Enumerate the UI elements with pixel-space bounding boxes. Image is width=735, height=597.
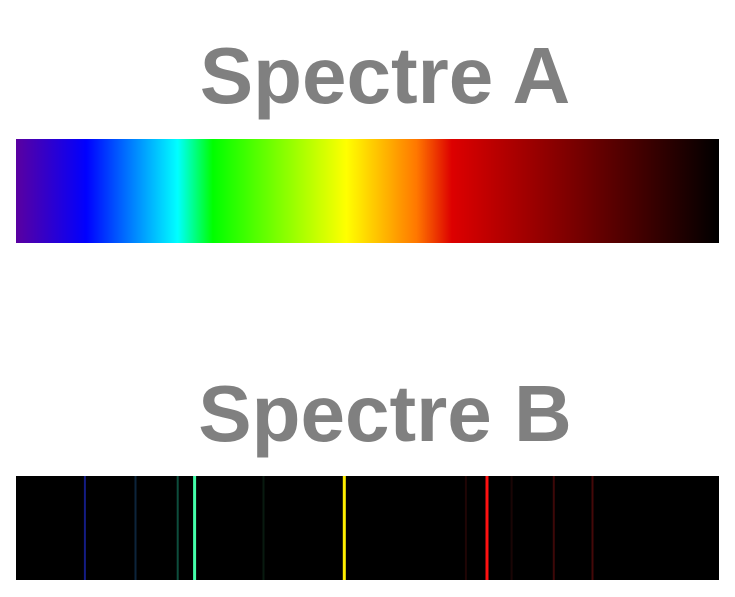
emission-line-4 [262,476,265,580]
emission-line-8 [510,476,513,580]
spectrum-b-background [16,476,719,580]
spectrum-a-continuous-band [16,139,719,243]
emission-line-3 [193,476,197,580]
emission-line-9 [552,476,555,580]
emission-line-0 [83,476,86,580]
spectrum-b-title: Spectre B [198,369,572,458]
spectrum-a-gradient-svg [16,139,719,243]
emission-line-1 [134,476,137,580]
spectrum-b-lines-svg [16,476,719,580]
spectrum-a-title: Spectre A [199,31,571,120]
emission-line-2 [176,476,179,580]
emission-line-7 [485,476,489,580]
spectrum-b-emission-band [16,476,719,580]
emission-line-10 [591,476,594,580]
emission-line-5 [342,476,346,580]
spectrum-a-gradient-fill [16,139,719,243]
emission-line-6 [464,476,467,580]
